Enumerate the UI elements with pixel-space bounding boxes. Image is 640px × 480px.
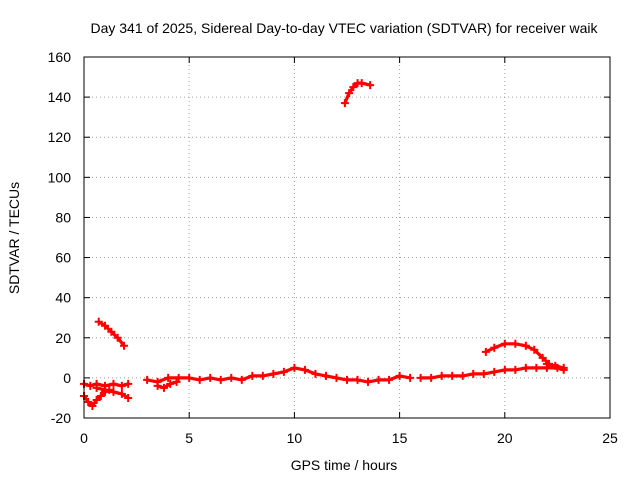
- data-point: [143, 375, 152, 384]
- data-point: [490, 343, 499, 352]
- y-tick-label: 60: [55, 250, 71, 266]
- data-point: [538, 353, 547, 362]
- data-point: [172, 377, 181, 386]
- data-point: [290, 363, 299, 372]
- data-point: [216, 375, 225, 384]
- data-point: [521, 363, 530, 372]
- data-point: [92, 395, 101, 404]
- x-tick-label: 15: [392, 430, 408, 446]
- data-point: [551, 361, 560, 370]
- data-point: [206, 373, 215, 382]
- y-tick-label: 100: [48, 169, 72, 185]
- y-tick-label: -20: [51, 410, 71, 426]
- data-point: [92, 383, 101, 392]
- data-point: [166, 379, 175, 388]
- data-point: [237, 375, 246, 384]
- data-point: [84, 397, 93, 406]
- data-point: [109, 379, 118, 388]
- data-point: [119, 341, 128, 350]
- data-point: [479, 369, 488, 378]
- y-tick-label: 120: [48, 129, 72, 145]
- x-tick-label: 0: [80, 430, 88, 446]
- grid-layer: [84, 57, 610, 418]
- x-axis-label: GPS time / hours: [291, 457, 398, 473]
- data-point: [109, 387, 118, 396]
- data-point: [101, 385, 110, 394]
- data-point: [357, 79, 366, 88]
- x-tick-label: 25: [602, 430, 618, 446]
- data-point: [117, 381, 126, 390]
- y-tick-label: 80: [55, 209, 71, 225]
- data-point: [117, 389, 126, 398]
- data-point: [124, 379, 133, 388]
- data-point: [185, 373, 194, 382]
- data-point: [490, 367, 499, 376]
- data-point: [437, 371, 446, 380]
- data-point: [248, 371, 257, 380]
- data-point: [511, 339, 520, 348]
- y-tick-label: 40: [55, 290, 71, 306]
- chart-title: Day 341 of 2025, Sidereal Day-to-day VTE…: [90, 20, 598, 36]
- data-point: [345, 89, 354, 98]
- data-point: [321, 371, 330, 380]
- data-point: [385, 375, 394, 384]
- data-point: [195, 375, 204, 384]
- data-point: [86, 381, 95, 390]
- data-point: [364, 377, 373, 386]
- y-tick-label: 160: [48, 49, 72, 65]
- data-point: [374, 375, 383, 384]
- data-point: [124, 393, 133, 402]
- y-tick-label: 140: [48, 89, 72, 105]
- data-point: [340, 99, 349, 108]
- tick-layer: -20 0 20 40 60 80 100 120 140 160 0 5 10 15 20 25: [48, 49, 618, 446]
- data-point: [353, 375, 362, 384]
- y-tick-label: 0: [63, 370, 71, 386]
- data-point: [164, 373, 173, 382]
- x-tick-label: 5: [185, 430, 193, 446]
- data-point: [542, 359, 551, 368]
- data-point: [349, 83, 358, 92]
- data-point: [332, 373, 341, 382]
- data-point: [113, 333, 122, 342]
- data-point: [532, 363, 541, 372]
- data-point: [279, 367, 288, 376]
- series-layer: [80, 79, 568, 410]
- data-point: [511, 365, 520, 374]
- y-tick-label: 20: [55, 330, 71, 346]
- data-point: [559, 363, 568, 372]
- data-point: [530, 345, 539, 354]
- data-point: [366, 81, 375, 90]
- data-point: [458, 371, 467, 380]
- data-point: [96, 391, 105, 400]
- data-point: [416, 373, 425, 382]
- data-point: [469, 369, 478, 378]
- data-point: [269, 369, 278, 378]
- y-axis-label: SDTVAR / TECUs: [6, 182, 22, 294]
- x-tick-label: 10: [287, 430, 303, 446]
- data-point: [406, 373, 415, 382]
- data-point: [88, 401, 97, 410]
- data-point: [427, 373, 436, 382]
- data-point: [521, 341, 530, 350]
- data-point: [94, 317, 103, 326]
- data-point: [227, 373, 236, 382]
- plot-area-border: [83, 56, 611, 419]
- data-point: [258, 371, 267, 380]
- data-point: [311, 369, 320, 378]
- x-tick-label: 20: [497, 430, 513, 446]
- data-point: [159, 383, 168, 392]
- data-point: [395, 371, 404, 380]
- data-point: [448, 371, 457, 380]
- data-point: [101, 321, 110, 330]
- data-point: [153, 381, 162, 390]
- data-point: [174, 373, 183, 382]
- data-point: [343, 375, 351, 384]
- data-point: [481, 347, 490, 356]
- data-point: [500, 339, 509, 348]
- series-line-5: [145, 366, 412, 384]
- data-point: [500, 365, 509, 374]
- data-point: [300, 365, 309, 374]
- data-point: [107, 327, 116, 336]
